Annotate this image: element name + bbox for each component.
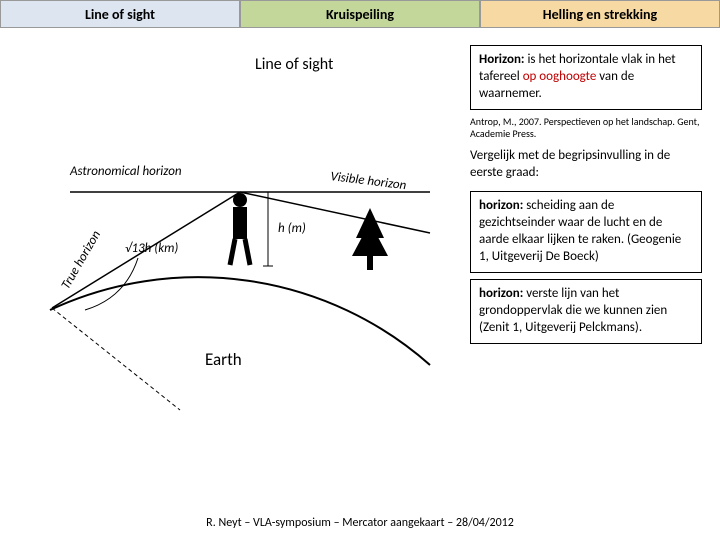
box3-lead: horizon: [479, 286, 523, 301]
label-astro: Astronomical horizon [69, 164, 182, 179]
sidebar: Horizon: is het horizontale vlak in het … [470, 45, 702, 350]
tab-bar: Line of sight Kruispeiling Helling en st… [0, 0, 720, 28]
definition-box-3: horizon: verste lijn van het grondopperv… [470, 279, 702, 344]
tab-line-of-sight[interactable]: Line of sight [0, 0, 240, 28]
earth-horizon-diagram: Astronomical horizon Visible horizon Tru… [30, 130, 450, 420]
label-true: True horizon [58, 228, 104, 292]
label-earth: Earth [205, 349, 242, 370]
tab-kruispeiling[interactable]: Kruispeiling [240, 0, 480, 28]
label-visible: Visible horizon [330, 169, 408, 193]
box1-red: op ooghoogte [523, 69, 597, 84]
citation: Antrop, M., 2007. Perspectieven op het l… [470, 116, 702, 140]
compare-paragraph: Vergelijk met de begripsinvulling in de … [470, 148, 702, 182]
page-subtitle: Line of sight [255, 55, 333, 74]
box1-lead: Horizon: [479, 52, 525, 67]
label-root: √13h (km) [125, 241, 178, 256]
definition-box-1: Horizon: is het horizontale vlak in het … [470, 45, 702, 110]
tab-helling[interactable]: Helling en strekking [480, 0, 720, 28]
label-h: h (m) [278, 221, 306, 236]
definition-box-2: horizon: scheiding aan de gezichtseinder… [470, 191, 702, 273]
box2-lead: horizon: [479, 198, 523, 213]
footer: R. Neyt – VLA-symposium – Mercator aange… [0, 516, 720, 530]
